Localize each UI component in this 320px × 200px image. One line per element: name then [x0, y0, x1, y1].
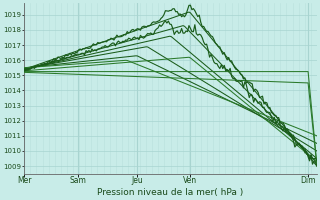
X-axis label: Pression niveau de la mer( hPa ): Pression niveau de la mer( hPa ) — [98, 188, 244, 197]
